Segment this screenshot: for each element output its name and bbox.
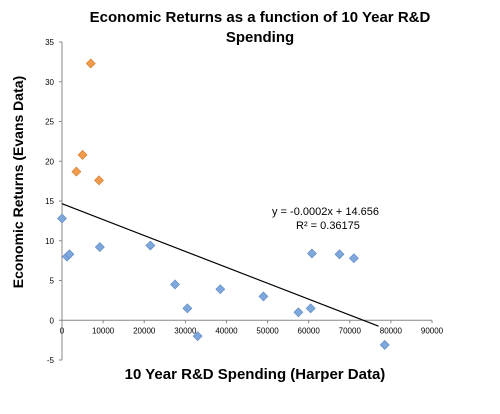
data-points xyxy=(57,58,390,350)
x-tick-label: 40000 xyxy=(215,326,238,335)
x-tick-label: 70000 xyxy=(339,326,362,335)
y-tick-label: 35 xyxy=(45,38,54,47)
x-tick-label: 0 xyxy=(60,326,65,335)
chart-title-line-1: Economic Returns as a function of 10 Yea… xyxy=(89,9,431,26)
data-point xyxy=(145,240,156,251)
data-point xyxy=(379,339,390,350)
y-tick-label: 15 xyxy=(45,197,54,206)
y-tick-label: 5 xyxy=(50,277,55,286)
data-point xyxy=(64,249,75,260)
x-tick-label: 50000 xyxy=(256,326,279,335)
axes xyxy=(59,41,433,361)
x-tick-label: 10000 xyxy=(92,326,115,335)
data-point xyxy=(307,248,317,259)
data-point xyxy=(348,253,359,264)
y-tick-label: 10 xyxy=(45,237,54,246)
x-tick-label: 20000 xyxy=(133,326,156,335)
x-tick-label: 80000 xyxy=(380,326,403,335)
r-squared-label: R² = 0.36175 xyxy=(296,220,360,232)
data-point xyxy=(305,303,316,314)
y-tick-label: 0 xyxy=(50,316,55,325)
data-point xyxy=(215,284,226,295)
data-point xyxy=(85,58,96,69)
y-tick-label: 25 xyxy=(45,118,54,127)
y-tick-label: 30 xyxy=(45,78,54,87)
data-point xyxy=(192,331,203,342)
x-axis-label-text: 10 Year R&D Spending (Harper Data) xyxy=(124,366,386,383)
data-point xyxy=(293,307,304,318)
x-tick-label: 30000 xyxy=(174,326,197,335)
trendline-equation: y = -0.0002x + 14.656 xyxy=(272,206,380,218)
data-point xyxy=(77,149,88,160)
x-tick-label: 90000 xyxy=(421,326,444,335)
chart-title-line-2: Spending xyxy=(225,29,295,46)
data-point xyxy=(57,213,67,224)
data-point xyxy=(258,291,269,302)
data-point xyxy=(170,279,180,290)
data-point xyxy=(182,303,193,314)
tick-labels: -5 0 5 10 15 20 25 30 35 0 10000 20000 30000 40000 500… xyxy=(45,38,444,365)
y-tick-label: -5 xyxy=(47,356,55,365)
x-axis-label: 10 Year R&D Spending (Harper Data) xyxy=(0,366,500,383)
y-tick-label: 20 xyxy=(45,157,54,166)
trendline-group xyxy=(61,203,379,327)
data-point xyxy=(71,166,82,177)
trendline xyxy=(61,203,379,327)
data-point xyxy=(94,175,104,186)
chart-title: Economic Returns as a function of 10 Yea… xyxy=(40,8,480,48)
data-point xyxy=(94,242,105,253)
data-point xyxy=(334,249,345,260)
x-tick-label: 60000 xyxy=(298,326,321,335)
